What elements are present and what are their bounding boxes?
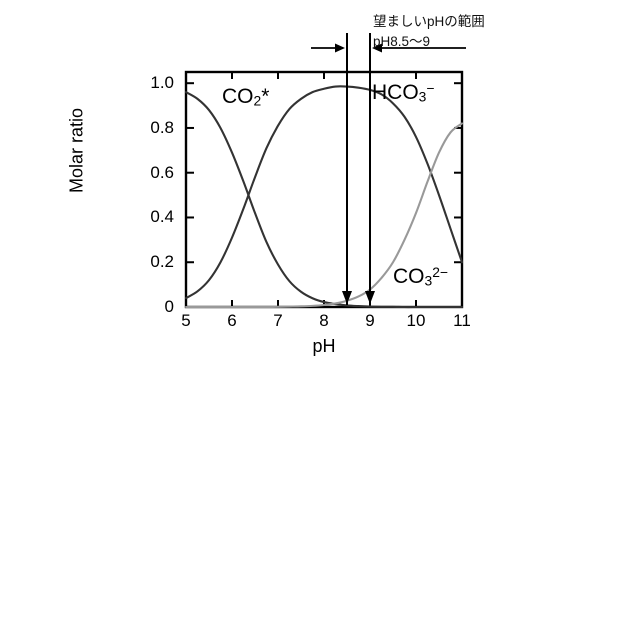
x-tick-label: 11 [453, 311, 471, 330]
y-axis-ticks [186, 82, 462, 264]
desirable-ph-range-title: 望ましいpHの範囲 [373, 14, 485, 29]
y-tick-label: 0.4 [150, 207, 174, 227]
y-axis-title: Molar ratio [66, 107, 87, 194]
curve-label-co3: CO32− [393, 264, 449, 289]
x-tick-label: 6 [227, 311, 237, 330]
y-tick-label: 0.8 [150, 117, 174, 137]
y-tick-label: 0.2 [150, 252, 174, 272]
curve-label-co2: CO2* [222, 85, 270, 109]
desirable-ph-range-value: pH8.5～9 [373, 34, 431, 49]
x-axis-title: pH [312, 336, 336, 356]
y-tick-label: 1.0 [150, 73, 174, 93]
x-tick-label: 8 [319, 311, 329, 330]
x-tick-label: 10 [406, 311, 426, 330]
ph-range-markers [311, 33, 466, 305]
x-tick-label: 9 [365, 311, 375, 330]
chart-curves [184, 85, 464, 309]
x-tick-label: 5 [181, 311, 191, 330]
y-tick-label: 0.6 [150, 162, 174, 182]
curve-label-hco3: HCO3− [372, 80, 435, 105]
x-tick-label: 7 [273, 311, 283, 330]
y-tick-label: 0 [164, 297, 174, 316]
